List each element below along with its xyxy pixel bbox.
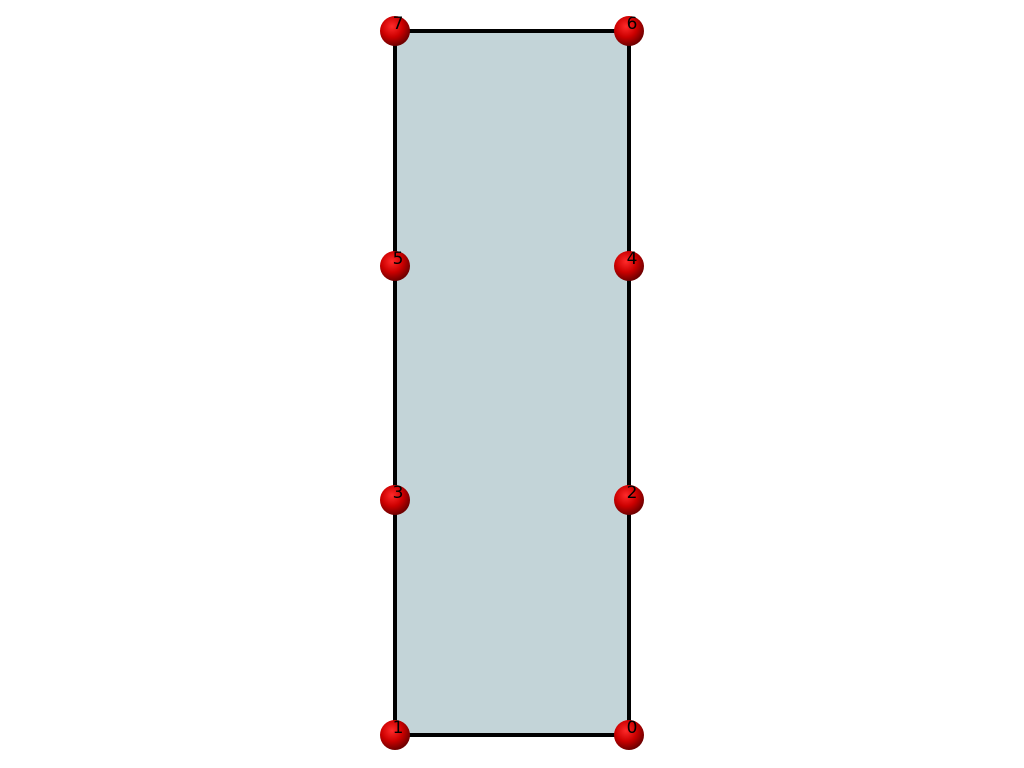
- node-label: 2: [627, 483, 638, 503]
- node-sphere: [614, 16, 644, 46]
- node-sphere: [380, 720, 410, 750]
- mesh-nodes: 0 1 2 3 4 5 6 7: [380, 14, 644, 750]
- node-label: 0: [627, 718, 638, 738]
- node-sphere: [380, 251, 410, 281]
- node-label: 7: [393, 14, 404, 34]
- mesh-node-1: 1: [380, 718, 410, 750]
- mesh-node-2: 2: [614, 483, 644, 515]
- node-sphere: [380, 485, 410, 515]
- node-sphere: [614, 251, 644, 281]
- mesh-node-6: 6: [614, 14, 644, 46]
- node-sphere: [614, 720, 644, 750]
- node-label: 5: [393, 249, 404, 269]
- mesh-node-3: 3: [380, 483, 410, 515]
- node-label: 6: [627, 14, 638, 34]
- mesh-node-7: 7: [380, 14, 410, 46]
- node-label: 3: [393, 483, 404, 503]
- node-sphere: [614, 485, 644, 515]
- mesh-node-0: 0: [614, 718, 644, 750]
- mesh-node-5: 5: [380, 249, 410, 281]
- mesh-face: [395, 31, 629, 735]
- node-sphere: [380, 16, 410, 46]
- node-label: 1: [393, 718, 404, 738]
- mesh-node-4: 4: [614, 249, 644, 281]
- mesh-edges: [393, 29, 631, 737]
- node-label: 4: [627, 249, 638, 269]
